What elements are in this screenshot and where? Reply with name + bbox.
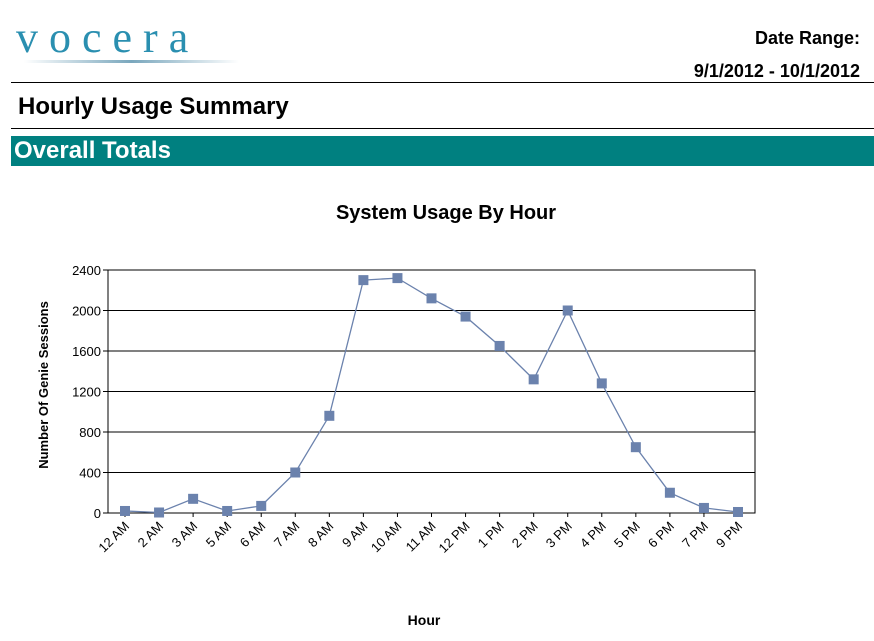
x-tick-label: 6 PM [645, 519, 677, 551]
series-markers [120, 273, 743, 518]
x-tick-label: 9 PM [713, 519, 745, 551]
x-tick-label: 5 PM [611, 519, 643, 551]
y-tick-label: 1200 [72, 385, 101, 400]
y-tick-label: 400 [79, 466, 101, 481]
x-tick-label: 4 PM [577, 519, 609, 551]
x-tick-label: 5 AM [203, 519, 235, 551]
y-tick-label: 2000 [72, 304, 101, 319]
x-tick-label: 9 AM [339, 519, 371, 551]
vocera-logo: vocera [16, 13, 239, 63]
y-tick-label: 2400 [72, 263, 101, 278]
x-tick-label: 11 AM [403, 519, 439, 555]
section-title: Overall Totals [14, 137, 171, 164]
x-tick-label: 2 PM [509, 519, 541, 551]
series-line [124, 277, 739, 514]
chart-title: System Usage By Hour [336, 202, 556, 224]
header-divider [11, 82, 874, 83]
y-axis-label: Number Of Genie Sessions [36, 301, 51, 469]
data-point [733, 506, 743, 517]
section-header-bar: Overall Totals [11, 136, 874, 166]
x-tick-label: 8 AM [305, 519, 337, 551]
data-point [528, 374, 539, 385]
data-point [256, 500, 267, 511]
data-point [392, 273, 403, 284]
data-point [154, 507, 165, 518]
data-point [494, 340, 505, 351]
x-tick-label: 7 PM [679, 519, 711, 551]
x-tick-label: 6 AM [237, 519, 269, 551]
y-tick-label: 1600 [72, 344, 101, 359]
data-point [426, 293, 437, 304]
data-point [664, 487, 675, 498]
x-tick-label: 3 PM [543, 519, 575, 551]
date-range-value: 9/1/2012 - 10/1/2012 [693, 61, 860, 81]
date-range-label: Date Range: [754, 28, 860, 48]
logo-wordmark: vocera [16, 13, 199, 62]
data-point [562, 305, 573, 316]
x-tick-label: 12 PM [435, 519, 472, 556]
x-tick-label: 7 AM [271, 519, 303, 551]
x-tick-label: 3 AM [169, 519, 201, 551]
data-point [188, 493, 199, 504]
data-point [460, 311, 471, 322]
data-point [222, 505, 233, 516]
data-point [630, 442, 641, 453]
y-tick-label: 0 [94, 506, 101, 521]
x-tick-label: 1 PM [475, 519, 507, 551]
data-point [358, 275, 369, 286]
data-point [290, 467, 301, 478]
date-range: Date Range: 9/1/2012 - 10/1/2012 [694, 22, 860, 88]
y-axis-ticks: 0 400 800 1200 1600 2000 2400 [72, 263, 108, 521]
data-point [324, 410, 335, 421]
y-tick-label: 800 [79, 425, 101, 440]
x-tick-label: 12 AM [95, 519, 132, 556]
x-axis-label: Hour [408, 612, 441, 628]
title-divider [11, 128, 874, 129]
logo-swoosh [24, 60, 239, 63]
data-point [120, 505, 130, 516]
report-title: Hourly Usage Summary [18, 93, 289, 120]
x-tick-label: 10 AM [368, 519, 405, 556]
x-tick-label: 2 AM [135, 519, 167, 551]
data-point [698, 502, 709, 513]
data-point [596, 378, 607, 389]
